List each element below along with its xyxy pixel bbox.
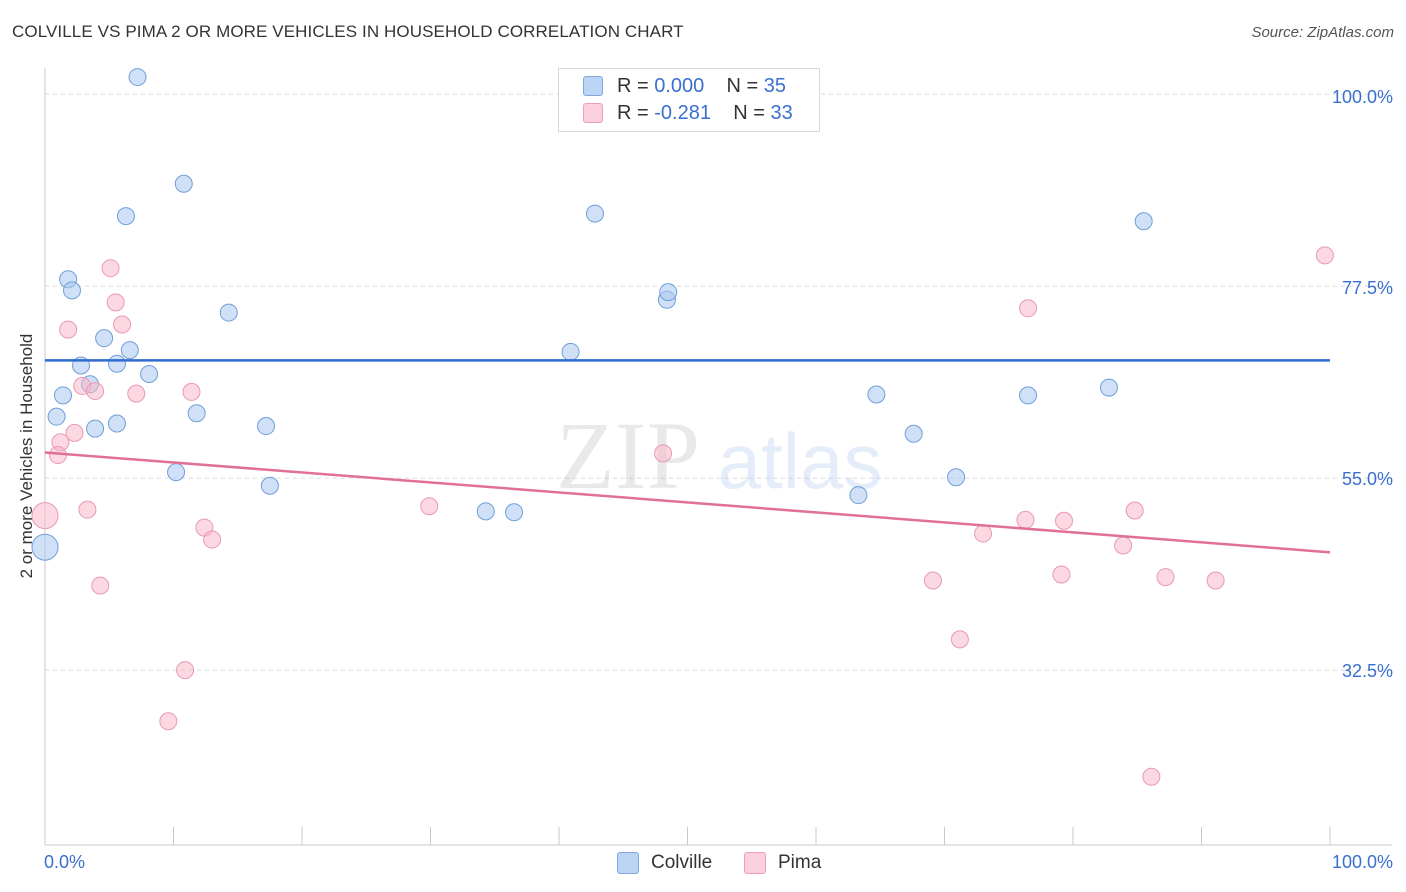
data-point-colville [120,341,139,360]
legend-swatch-pima [583,103,603,123]
data-point-colville [167,463,186,482]
data-point-pima [106,293,125,312]
data-point-colville [187,404,206,423]
trend-line-pima [44,451,1331,554]
data-point-pima [1019,299,1038,318]
data-point-colville [561,342,580,361]
data-point-pima [31,502,59,530]
data-point-pima [78,500,97,519]
data-point-pima [974,524,993,543]
data-point-colville [219,303,238,322]
data-point-pima [950,630,969,649]
data-point-colville [140,365,159,383]
x-tick-label: 0.0% [44,852,86,872]
data-point-colville [867,385,886,404]
watermark: ZIP atlas [556,402,882,509]
data-point-colville [585,204,604,223]
data-point-pima [654,444,673,463]
data-point-colville [53,386,72,405]
data-point-pima [182,382,201,401]
legend-label-pima: Pima [778,852,822,873]
data-point-colville [86,419,105,438]
data-point-colville [257,417,276,436]
data-point-colville [62,281,81,300]
legend-n-value: 35 [763,74,787,97]
x-tick-label: 100.0% [1331,852,1393,872]
series-legend: Colville Pima [0,852,1406,878]
data-point-colville [107,414,126,433]
source-credit: Source: ZipAtlas.com [1251,24,1394,41]
data-point-colville [904,424,923,443]
data-point-pima [59,320,78,339]
watermark-zip: ZIP [556,402,700,509]
data-point-colville [174,174,193,193]
data-point-pima [1156,568,1175,587]
data-point-colville [1019,386,1038,405]
y-tick-label: 100.0% [1331,87,1393,107]
stats-legend: R = 0.000 N = 35 R = -0.281 N = 33 [558,68,820,132]
data-point-pima [1125,501,1144,520]
data-point-pima [1114,536,1133,555]
legend-r-value: 0.000 [654,74,705,97]
legend-swatch-colville [583,76,603,96]
legend-r-label: R = [617,74,655,97]
data-point-pima [1142,767,1161,786]
axes [44,68,1392,846]
y-tick-label: 77.5% [1341,278,1393,298]
legend-r-label: R = [617,101,655,124]
data-point-pima [65,423,84,442]
data-point-colville [128,68,147,87]
data-point-pima [923,571,942,590]
data-point-colville [95,329,114,348]
data-point-pima [420,497,439,516]
data-point-colville [1099,378,1118,397]
data-point-colville [31,533,59,561]
legend-n-label: N = [733,101,771,124]
data-point-colville [107,354,126,373]
data-point-colville [947,468,966,487]
data-point-colville [849,486,868,505]
y-tick-label: 55.0% [1341,469,1393,489]
data-point-pima [176,661,195,680]
data-point-pima [86,382,105,401]
legend-swatch-colville [617,852,639,874]
data-point-colville [476,502,495,521]
data-point-colville [47,407,66,426]
data-point-pima [113,315,132,334]
data-point-pima [127,384,146,403]
series-colville [31,68,1153,561]
legend-label-colville: Colville [651,852,713,873]
legend-r-value: -0.281 [654,101,711,124]
chart-title: COLVILLE VS PIMA 2 OR MORE VEHICLES IN H… [12,22,684,41]
data-point-colville [260,476,279,495]
legend-n-label: N = [726,74,764,97]
data-point-colville [505,503,524,522]
legend-item-colville[interactable]: Colville [617,852,712,874]
data-point-pima [1052,565,1071,584]
data-point-colville [659,283,678,302]
y-axis-label: 2 or more Vehicles in Household [17,333,36,579]
y-tick-label: 32.5% [1341,661,1393,681]
data-point-pima [1055,511,1074,530]
data-point-pima [91,576,110,595]
data-point-colville [1134,212,1153,231]
legend-swatch-pima [744,852,766,874]
grid-lines [45,93,1392,671]
data-point-pima [101,259,120,278]
legend-item-pima[interactable]: Pima [744,852,821,874]
legend-n-value: 33 [770,101,793,124]
series-pima [31,246,1334,786]
data-point-pima [1016,510,1035,529]
data-point-pima [159,712,178,731]
data-point-pima [1315,246,1334,265]
data-point-colville [116,207,135,226]
data-point-pima [203,530,222,549]
data-point-pima [1206,571,1225,590]
